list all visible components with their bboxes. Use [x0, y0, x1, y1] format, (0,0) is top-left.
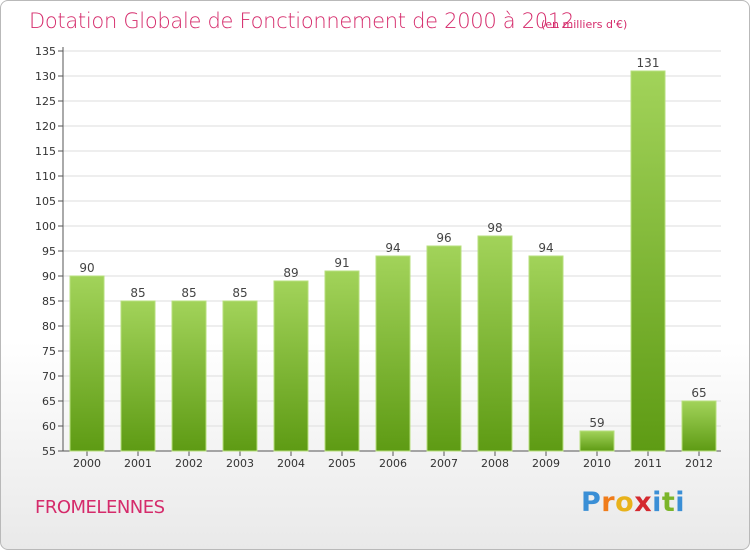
bar-2010: [579, 430, 615, 452]
x-tick-label: 2001: [124, 457, 152, 470]
value-label: 96: [436, 231, 451, 245]
bar-2007: [426, 245, 462, 452]
y-tick-label: 55: [42, 445, 56, 458]
y-tick-label: 110: [35, 170, 56, 183]
y-tick-label: 90: [42, 270, 56, 283]
y-tick-label: 100: [35, 220, 56, 233]
x-tick-label: 2003: [226, 457, 254, 470]
y-tick-label: 80: [42, 320, 56, 333]
value-label: 85: [232, 286, 247, 300]
value-label: 85: [181, 286, 196, 300]
y-tick-label: 115: [35, 145, 56, 158]
bar-2000: [69, 275, 105, 452]
x-tick-label: 2009: [532, 457, 560, 470]
bar-2012: [681, 400, 717, 452]
y-tick-label: 130: [35, 70, 56, 83]
x-tick-label: 2000: [73, 457, 101, 470]
x-tick-label: 2011: [634, 457, 662, 470]
value-label: 98: [487, 221, 502, 235]
bar-2005: [324, 270, 360, 452]
y-tick-label: 85: [42, 295, 56, 308]
value-label: 90: [79, 261, 94, 275]
bar-2009: [528, 255, 564, 452]
town-name: FROMELENNES: [35, 497, 165, 518]
value-label: 85: [130, 286, 145, 300]
y-tick-label: 60: [42, 420, 56, 433]
x-tick-label: 2002: [175, 457, 203, 470]
y-tick-label: 105: [35, 195, 56, 208]
value-label: 89: [283, 266, 298, 280]
y-tick-label: 120: [35, 120, 56, 133]
logo-letter: i: [652, 487, 662, 518]
value-label: 94: [385, 241, 400, 255]
label-layer: 90 2000 85 2001 85 2002 85 2003 89 2004 91 2005 94 20…: [73, 56, 713, 470]
x-tick-label: 2012: [685, 457, 713, 470]
logo-letter: t: [661, 487, 676, 518]
chart-subtitle: (en milliers d'€): [541, 18, 628, 31]
bar-2002: [171, 300, 207, 452]
y-tick-label: 125: [35, 95, 56, 108]
logo-letter: P: [581, 487, 602, 518]
logo-letter: i: [675, 487, 686, 518]
y-tick-label: 135: [35, 45, 56, 58]
x-tick-label: 2008: [481, 457, 509, 470]
x-tick-label: 2005: [328, 457, 356, 470]
value-label: 59: [589, 416, 604, 430]
x-tick-label: 2010: [583, 457, 611, 470]
bar-2001: [120, 300, 156, 452]
x-tick-label: 2006: [379, 457, 407, 470]
logo-letter: r: [601, 487, 616, 518]
y-tick-label: 95: [42, 245, 56, 258]
x-tick-label: 2007: [430, 457, 458, 470]
value-label: 94: [538, 241, 553, 255]
bar-2008: [477, 235, 513, 452]
proxiti-logo[interactable]: Proxiti: [581, 487, 685, 518]
bar-2003: [222, 300, 258, 452]
value-label: 65: [691, 386, 706, 400]
bar-layer: [69, 70, 717, 452]
logo-letter: o: [615, 487, 635, 518]
chart-title: Dotation Globale de Fonctionnement de 20…: [29, 9, 574, 33]
y-tick-label: 65: [42, 395, 56, 408]
x-tick-label: 2004: [277, 457, 305, 470]
value-label: 91: [334, 256, 349, 270]
y-tick-label: 75: [42, 345, 56, 358]
logo-letter: x: [634, 487, 653, 518]
bar-2004: [273, 280, 309, 452]
y-tick-label: 70: [42, 370, 56, 383]
bar-2011: [630, 70, 666, 452]
value-label: 131: [637, 56, 660, 70]
bar-2006: [375, 255, 411, 452]
